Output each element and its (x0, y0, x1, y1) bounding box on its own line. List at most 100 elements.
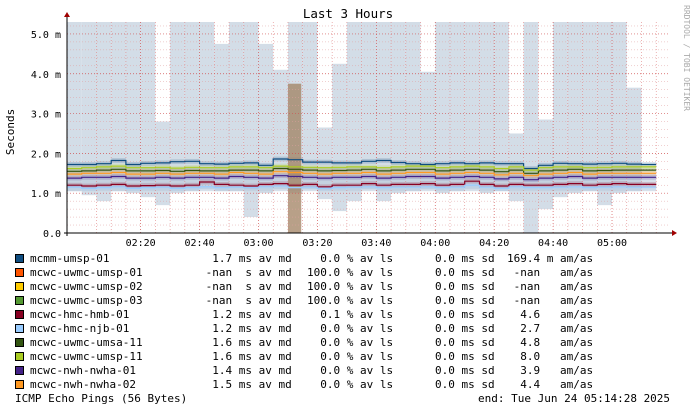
x-tick-label: 03:00 (243, 238, 273, 249)
smoke-range (449, 22, 465, 192)
legend-loss: 100.0 % av ls (307, 280, 394, 293)
legend-name: mcwc-hmc-hmb-01 (30, 308, 130, 321)
legend-name: mcwc-uwmc-umsp-01 (30, 266, 143, 279)
x-tick-label: 04:00 (420, 238, 450, 249)
x-tick-label: 04:40 (538, 238, 568, 249)
legend-swatch (15, 254, 24, 263)
y-tick-label: 4.0 m (31, 70, 61, 81)
legend-amas: -nan am/as (507, 294, 594, 307)
smoke-core (273, 173, 288, 192)
latency-spike (287, 83, 302, 233)
legend-sd: 0.0 ms sd (435, 336, 495, 349)
legend-amas: 4.6 am/as (507, 308, 594, 321)
legend-swatch (15, 352, 24, 361)
legend-swatch (15, 324, 24, 333)
smoke-range (111, 22, 126, 192)
x-tick-label: 03:40 (361, 238, 391, 249)
legend-sd: 0.0 ms sd (435, 294, 495, 307)
legend-sd: 0.0 ms sd (435, 364, 495, 377)
series-line (67, 180, 657, 188)
smoke-range (346, 22, 362, 202)
smoke-range (214, 43, 230, 192)
legend-avg: 1.2 ms av md (199, 308, 292, 321)
legend-loss: 0.0 % av ls (307, 378, 394, 391)
chart: Last 3 Hours RRDTOOL / TOBI OETIKER Seco… (4, 5, 691, 249)
legend-name: mcwc-uwmc-umsp-11 (30, 350, 143, 363)
legend-sd: 0.0 ms sd (435, 280, 495, 293)
smoke-range (479, 22, 495, 194)
x-axis-arrow (672, 230, 677, 236)
legend-name: mcwc-uwmc-umsa-11 (30, 336, 143, 349)
smoke-range (391, 22, 406, 194)
y-tick-label: 5.0 m (31, 30, 61, 41)
smoke-range (582, 22, 598, 192)
smoke-range (523, 22, 539, 233)
legend-swatch (15, 296, 24, 305)
legend-loss: 0.0 % av ls (307, 350, 394, 363)
legend-name: mcwc-uwmc-umsp-02 (30, 280, 143, 293)
smoke-core (464, 173, 480, 192)
y-tick-label: 0.0 (43, 229, 61, 240)
chart-title: Last 3 Hours (303, 6, 393, 21)
legend-loss: 0.0 % av ls (307, 336, 394, 349)
smoke-range (67, 22, 82, 192)
footer-right: end: Tue Jun 24 05:14:28 2025 (478, 392, 671, 405)
legend-name: mcwc-nwh-nwha-01 (30, 364, 136, 377)
y-tick-label: 1.0 m (31, 189, 61, 200)
legend-avg: -nan s av md (199, 266, 292, 279)
y-tick-label: 2.0 m (31, 149, 61, 160)
legend-loss: 100.0 % av ls (307, 266, 394, 279)
y-axis-label: Seconds (4, 109, 17, 155)
smoke-range (170, 22, 185, 194)
x-tick-label: 02:40 (185, 238, 215, 249)
smoke-range (199, 22, 215, 190)
legend-loss: 100.0 % av ls (307, 294, 394, 307)
smoke-range (376, 22, 392, 202)
x-tick-label: 04:20 (479, 238, 509, 249)
smoke-range (229, 22, 244, 192)
legend-name: mcwc-uwmc-umsp-03 (30, 294, 143, 307)
legend-avg: -nan s av md (199, 294, 292, 307)
smoke-range (81, 22, 97, 196)
series-line (67, 175, 657, 181)
legend-sd: 0.0 ms sd (435, 350, 495, 363)
legend-avg: 1.6 ms av md (199, 350, 292, 363)
legend-swatch (15, 282, 24, 291)
smoke-range (494, 22, 509, 192)
plot-area: 0.0 1.0 m 2.0 m 3.0 m 4.0 m 5.0 m 02:20 02:40 03… (31, 12, 677, 249)
legend-loss: 0.0 % av ls (307, 364, 394, 377)
y-axis-arrow (64, 12, 70, 17)
legend-loss: 0.0 % av ls (307, 322, 394, 335)
footer-left: ICMP Echo Pings (56 Bytes) (15, 392, 188, 405)
legend-avg: 1.5 ms av md (199, 378, 292, 391)
legend-amas: 4.8 am/as (507, 336, 594, 349)
smoke-range (361, 22, 377, 190)
watermark: RRDTOOL / TOBI OETIKER (682, 5, 691, 111)
series-line (67, 184, 657, 189)
legend-name: mcwc-hmc-njb-01 (30, 322, 130, 335)
legend-swatch (15, 380, 24, 389)
y-tick-label: 3.0 m (31, 110, 61, 121)
smoke-range (612, 22, 627, 194)
legend-name: mcwc-nwh-nwha-02 (30, 378, 136, 391)
legend-avg: 1.7 ms av md (199, 252, 292, 265)
legend-name: mcmm-umsp-01 (30, 252, 110, 265)
x-tick-label: 02:20 (126, 238, 156, 249)
legend-loss: 0.1 % av ls (307, 308, 394, 321)
smoke-range (435, 22, 450, 194)
legend-avg: 1.6 ms av md (199, 336, 292, 349)
series-line (67, 171, 657, 177)
legend-sd: 0.0 ms sd (435, 322, 495, 335)
smoke-range (405, 22, 421, 192)
legend-swatch (15, 366, 24, 375)
smoke-core (523, 173, 539, 192)
legend-sd: 0.0 ms sd (435, 252, 495, 265)
legend-avg: -nan s av md (199, 280, 292, 293)
smoke-range (125, 22, 141, 194)
smoke-range (420, 71, 436, 190)
series-line (67, 167, 657, 174)
smoke-core (494, 173, 509, 192)
legend-sd: 0.0 ms sd (435, 308, 495, 321)
legend-amas: 8.0 am/as (507, 350, 594, 363)
smoke-range (243, 22, 259, 218)
